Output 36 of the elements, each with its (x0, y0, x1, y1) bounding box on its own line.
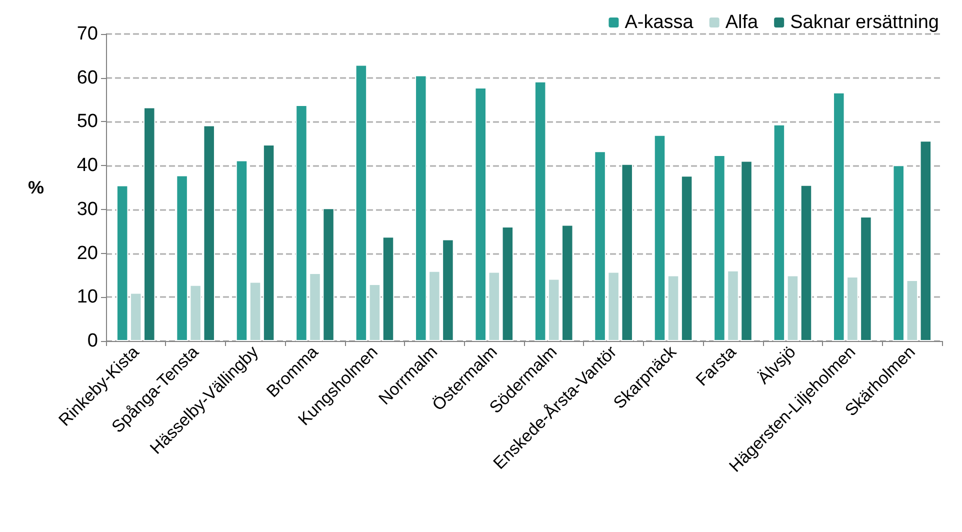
bar (368, 284, 381, 341)
bar (262, 144, 275, 341)
bar (488, 272, 500, 341)
bar (800, 184, 812, 341)
bar (654, 134, 666, 341)
y-tick-label: 20 (76, 242, 98, 264)
bar (130, 292, 142, 341)
bar (236, 160, 248, 341)
y-tick-label: 60 (76, 67, 98, 88)
bar (562, 224, 574, 341)
y-tick-label: 30 (76, 198, 98, 220)
legend-label: A-kassa (624, 12, 694, 33)
y-axis-title: % (28, 178, 44, 198)
bar (382, 236, 394, 341)
y-tick-label: 10 (76, 286, 98, 308)
bar (892, 165, 904, 341)
legend-label: Alfa (725, 12, 759, 33)
bar (680, 176, 693, 341)
bar (667, 275, 680, 341)
legend-label: Saknar ersättning (790, 12, 939, 33)
y-tick-label: 70 (76, 24, 98, 44)
bar (116, 185, 128, 341)
y-tick-label: 0 (87, 330, 98, 352)
bar (474, 88, 486, 341)
bar (548, 278, 560, 341)
bar (906, 280, 918, 341)
bar (534, 81, 546, 341)
y-tick-label: 40 (76, 155, 98, 176)
bar (144, 107, 156, 341)
bar (786, 275, 799, 341)
bar (355, 64, 368, 341)
bar (502, 226, 514, 341)
bar (920, 140, 932, 341)
bar (773, 124, 786, 341)
bar (249, 282, 262, 341)
y-tick-label: 50 (76, 111, 98, 132)
